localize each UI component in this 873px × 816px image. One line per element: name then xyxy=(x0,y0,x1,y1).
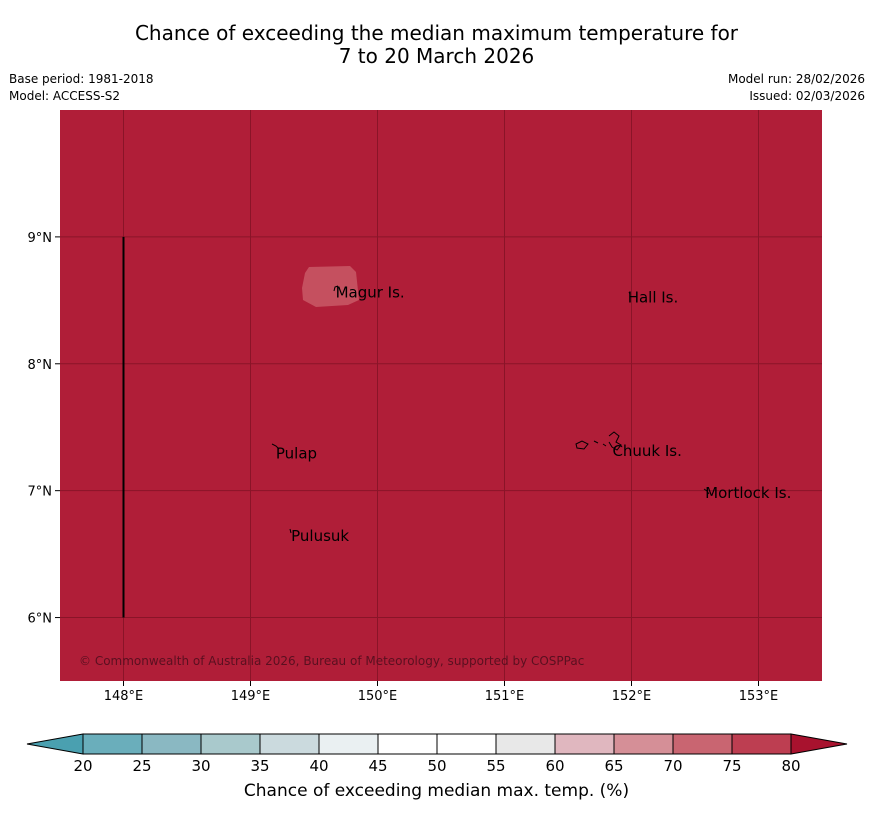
colorbar-tick-label: 20 xyxy=(73,757,92,775)
meta-left: Base period: 1981-2018 Model: ACCESS-S2 xyxy=(9,71,154,105)
colorbar-low-extend xyxy=(26,733,84,755)
colorbar-segment xyxy=(378,734,437,754)
colorbar-high-extend xyxy=(790,733,848,755)
pulap-island-outline xyxy=(271,443,280,450)
model-name: Model: ACCESS-S2 xyxy=(9,89,121,103)
colorbar-label: Chance of exceeding median max. temp. (%… xyxy=(243,781,630,801)
colorbar-segment xyxy=(142,734,201,754)
lat-tick-label: 8°N xyxy=(28,358,53,373)
place-label: Hall Is. xyxy=(628,289,679,307)
colorbar-tick-label: 55 xyxy=(486,757,505,775)
longitude-ticks: 148°E 149°E 150°E 151°E 152°E 153°E xyxy=(104,681,779,704)
lat-tick-label: 9°N xyxy=(28,231,53,246)
magur-island-outline xyxy=(333,285,339,292)
colorbar-segment xyxy=(555,734,614,754)
place-label: Mortlock Is. xyxy=(705,484,791,502)
colorbar-segment xyxy=(673,734,732,754)
lon-tick-label: 153°E xyxy=(739,689,779,704)
colorbar-tick-label: 75 xyxy=(722,757,741,775)
colorbar-tick-label: 60 xyxy=(545,757,564,775)
chart-title: Chance of exceeding the median maximum t… xyxy=(0,22,873,68)
lat-tick-label: 7°N xyxy=(28,485,53,500)
colorbar-segment xyxy=(437,734,496,754)
title-line-2: 7 to 20 March 2026 xyxy=(338,44,535,68)
map-background xyxy=(60,110,822,681)
colorbar-tick-label: 40 xyxy=(309,757,328,775)
place-label: Pulap xyxy=(276,445,317,463)
colorbar-tick-label: 25 xyxy=(132,757,151,775)
base-period: Base period: 1981-2018 xyxy=(9,72,154,86)
colorbar-tick-label: 35 xyxy=(250,757,269,775)
latitude-ticks: 9°N 8°N 7°N 6°N xyxy=(28,231,60,627)
colorbar-segment xyxy=(260,734,319,754)
copyright-notice: © Commonwealth of Australia 2026, Bureau… xyxy=(79,654,584,668)
place-label: Pulusuk xyxy=(291,527,349,545)
lon-tick-label: 150°E xyxy=(358,689,398,704)
lon-tick-label: 151°E xyxy=(485,689,525,704)
lon-tick-label: 152°E xyxy=(612,689,652,704)
colorbar-tick-label: 65 xyxy=(604,757,623,775)
colorbar-segment xyxy=(732,734,791,754)
chuuk-lagoon-outline xyxy=(575,431,622,451)
colorbar-tick-label: 80 xyxy=(781,757,800,775)
colorbar-segment xyxy=(496,734,555,754)
colorbar: 20 25 30 35 40 45 50 55 60 65 70 75 80 xyxy=(26,733,848,775)
lon-tick-label: 148°E xyxy=(104,689,144,704)
colorbar-tick-label: 50 xyxy=(427,757,446,775)
probability-patch xyxy=(302,266,359,307)
meta-right: Model run: 28/02/2026 Issued: 02/03/2026 xyxy=(728,71,865,105)
hall-island-outline xyxy=(628,291,631,295)
island-outlines xyxy=(271,285,710,534)
issued-date: Issued: 02/03/2026 xyxy=(749,89,865,103)
colorbar-segment xyxy=(614,734,673,754)
colorbar-tick-label: 45 xyxy=(368,757,387,775)
title-line-1: Chance of exceeding the median maximum t… xyxy=(134,21,739,45)
colorbar-tick-label: 70 xyxy=(663,757,682,775)
mortlock-island-outline xyxy=(703,488,710,495)
lat-tick-label: 6°N xyxy=(28,612,53,627)
colorbar-segment xyxy=(319,734,378,754)
place-labels: Magur Is. Hall Is. Pulap Chuuk Is. Mortlock … xyxy=(276,283,791,545)
colorbar-tick-label: 30 xyxy=(191,757,210,775)
gridlines xyxy=(60,110,822,681)
place-label: Magur Is. xyxy=(336,283,405,301)
colorbar-segment xyxy=(83,734,142,754)
model-run: Model run: 28/02/2026 xyxy=(727,72,865,86)
place-label: Chuuk Is. xyxy=(612,442,681,460)
pulusuk-island-outline xyxy=(289,528,292,534)
colorbar-segment xyxy=(201,734,260,754)
lon-tick-label: 149°E xyxy=(231,689,271,704)
